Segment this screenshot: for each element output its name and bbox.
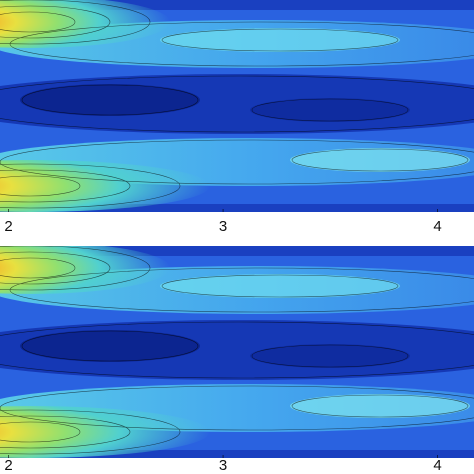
contour-panel (0, 0, 474, 212)
contour-panel (0, 242, 474, 458)
x-tick-label: 3 (219, 218, 227, 235)
x-tick-label: 4 (433, 218, 441, 235)
x-tick-label: 3 (219, 457, 227, 474)
x-tick-label: 2 (4, 218, 12, 235)
x-tick-label: 2 (4, 457, 12, 474)
plots (0, 0, 474, 458)
x-tick-label: 4 (433, 457, 441, 474)
